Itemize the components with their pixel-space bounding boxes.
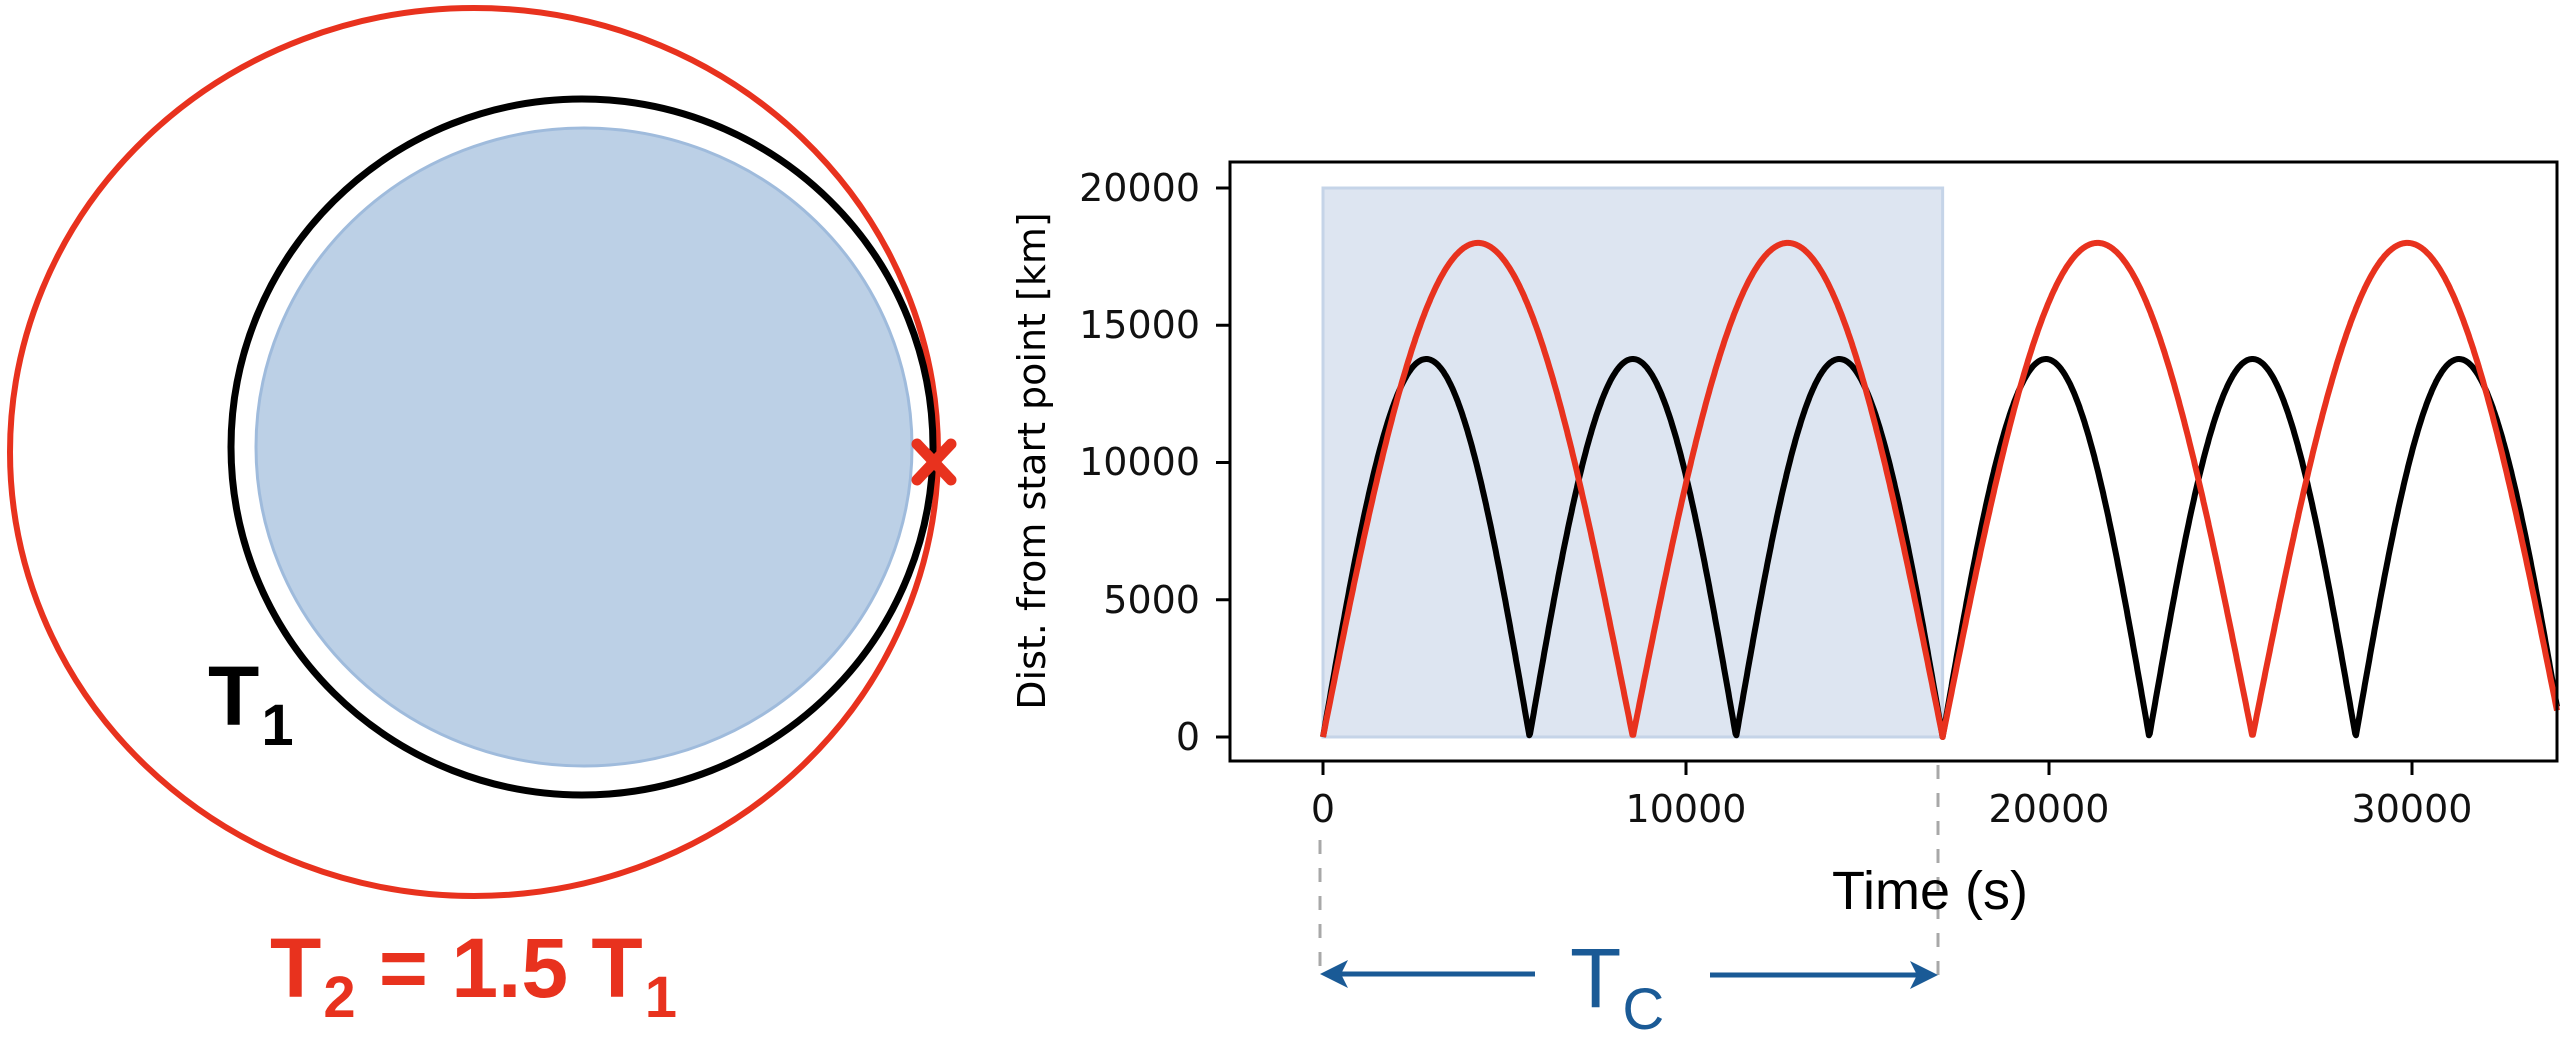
tc-label: TC [1570,931,1665,1042]
distance-chart [1216,160,2560,989]
shaded-period-region [1321,186,1945,739]
outer-orbit-label: T2 = 1.5 T1 [270,921,677,1030]
tc-right-arrow-icon [1710,961,1938,989]
ytick-label: 10000 [1079,440,1200,484]
y-axis-title: Dist. from start point [km] [1010,212,1054,710]
xtick-label: 20000 [1988,787,2110,831]
axis-ticks [1216,186,2414,775]
x-axis-title: Time (s) [1832,861,2028,921]
tc-left-arrow-icon [1320,960,1535,988]
ytick-label: 0 [1175,715,1200,759]
ytick-label: 15000 [1079,303,1200,347]
planet-disk [254,126,914,768]
chart-curves [1320,239,2560,740]
orbit-t2-curve [1320,239,2560,740]
orbit-diagram [7,5,957,899]
xtick-label: 30000 [2351,787,2473,831]
ytick-label: 20000 [1079,166,1200,210]
inner-orbit-label: T1 [208,649,294,758]
xtick-label: 0 [1310,787,1336,831]
ytick-label: 5000 [1103,578,1200,622]
x-marker-icon [911,438,957,486]
inner-orbit-ellipse [227,95,937,799]
xtick-label: 10000 [1625,787,1747,831]
